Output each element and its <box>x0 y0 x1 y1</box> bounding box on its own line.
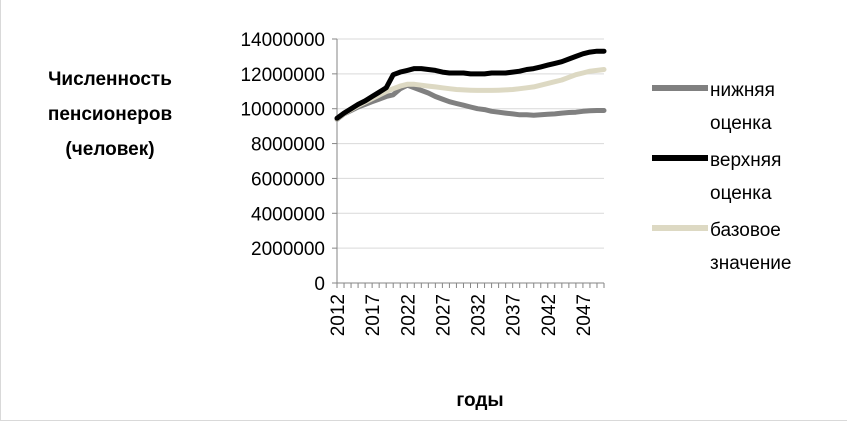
y-tick-label: 6000000 <box>251 169 325 190</box>
y-tick-label: 2000000 <box>251 239 325 260</box>
y-tick-label: 14000000 <box>240 30 325 51</box>
legend-swatch-base <box>652 225 708 231</box>
x-tick-label: 2017 <box>363 294 384 336</box>
legend-swatch-upper <box>652 155 708 161</box>
legend: нижняя оценка верхняя оценка базовое зна… <box>652 74 842 284</box>
y-tick-label: 4000000 <box>251 204 325 225</box>
series-lower-line <box>334 82 607 122</box>
legend-swatch-lower <box>652 85 708 91</box>
series-base-line <box>334 67 607 122</box>
y-tick-label: 10000000 <box>240 100 325 121</box>
x-axis-label: годы <box>456 390 504 411</box>
series-upper-line <box>334 48 607 121</box>
y-tick-label: 12000000 <box>240 65 325 86</box>
x-tick-label: 2047 <box>574 294 595 336</box>
x-tick-label: 2032 <box>469 294 490 336</box>
x-tick-label: 2012 <box>328 294 349 336</box>
legend-label-lower: нижняя оценка <box>710 80 775 134</box>
legend-item-base: базовое значение <box>652 214 842 284</box>
y-tick-label: 8000000 <box>251 135 325 156</box>
y-axis-label: Численность пенсионеров (человек) <box>47 69 173 160</box>
legend-item-upper: верхняя оценка <box>652 144 842 214</box>
x-tick-label: 2027 <box>433 294 454 336</box>
legend-label-base: базовое значение <box>710 220 792 274</box>
legend-label-upper: верхняя оценка <box>710 150 782 204</box>
x-tick-label: 2037 <box>504 294 525 336</box>
x-tick-label: 2042 <box>539 294 560 336</box>
legend-item-lower: нижняя оценка <box>652 74 842 144</box>
y-tick-label: 0 <box>314 274 325 295</box>
x-tick-label: 2022 <box>398 294 419 336</box>
